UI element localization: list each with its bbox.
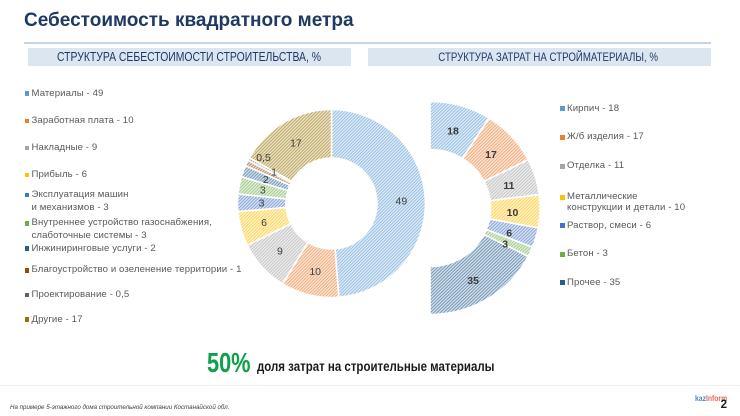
svg-text:0,5: 0,5	[256, 152, 271, 164]
svg-text:18: 18	[447, 125, 459, 137]
svg-text:10: 10	[309, 266, 321, 278]
svg-text:17: 17	[290, 138, 302, 150]
svg-text:1: 1	[271, 167, 277, 179]
svg-text:2: 2	[263, 174, 269, 186]
svg-text:6: 6	[506, 228, 512, 240]
svg-text:9: 9	[277, 245, 283, 257]
svg-text:35: 35	[467, 275, 479, 287]
svg-text:11: 11	[503, 180, 514, 192]
svg-text:6: 6	[261, 217, 267, 229]
svg-text:3: 3	[260, 184, 266, 196]
svg-text:17: 17	[485, 149, 497, 161]
svg-text:10: 10	[507, 207, 519, 219]
svg-text:3: 3	[259, 198, 265, 210]
svg-text:3: 3	[502, 238, 508, 250]
svg-text:49: 49	[396, 195, 408, 207]
